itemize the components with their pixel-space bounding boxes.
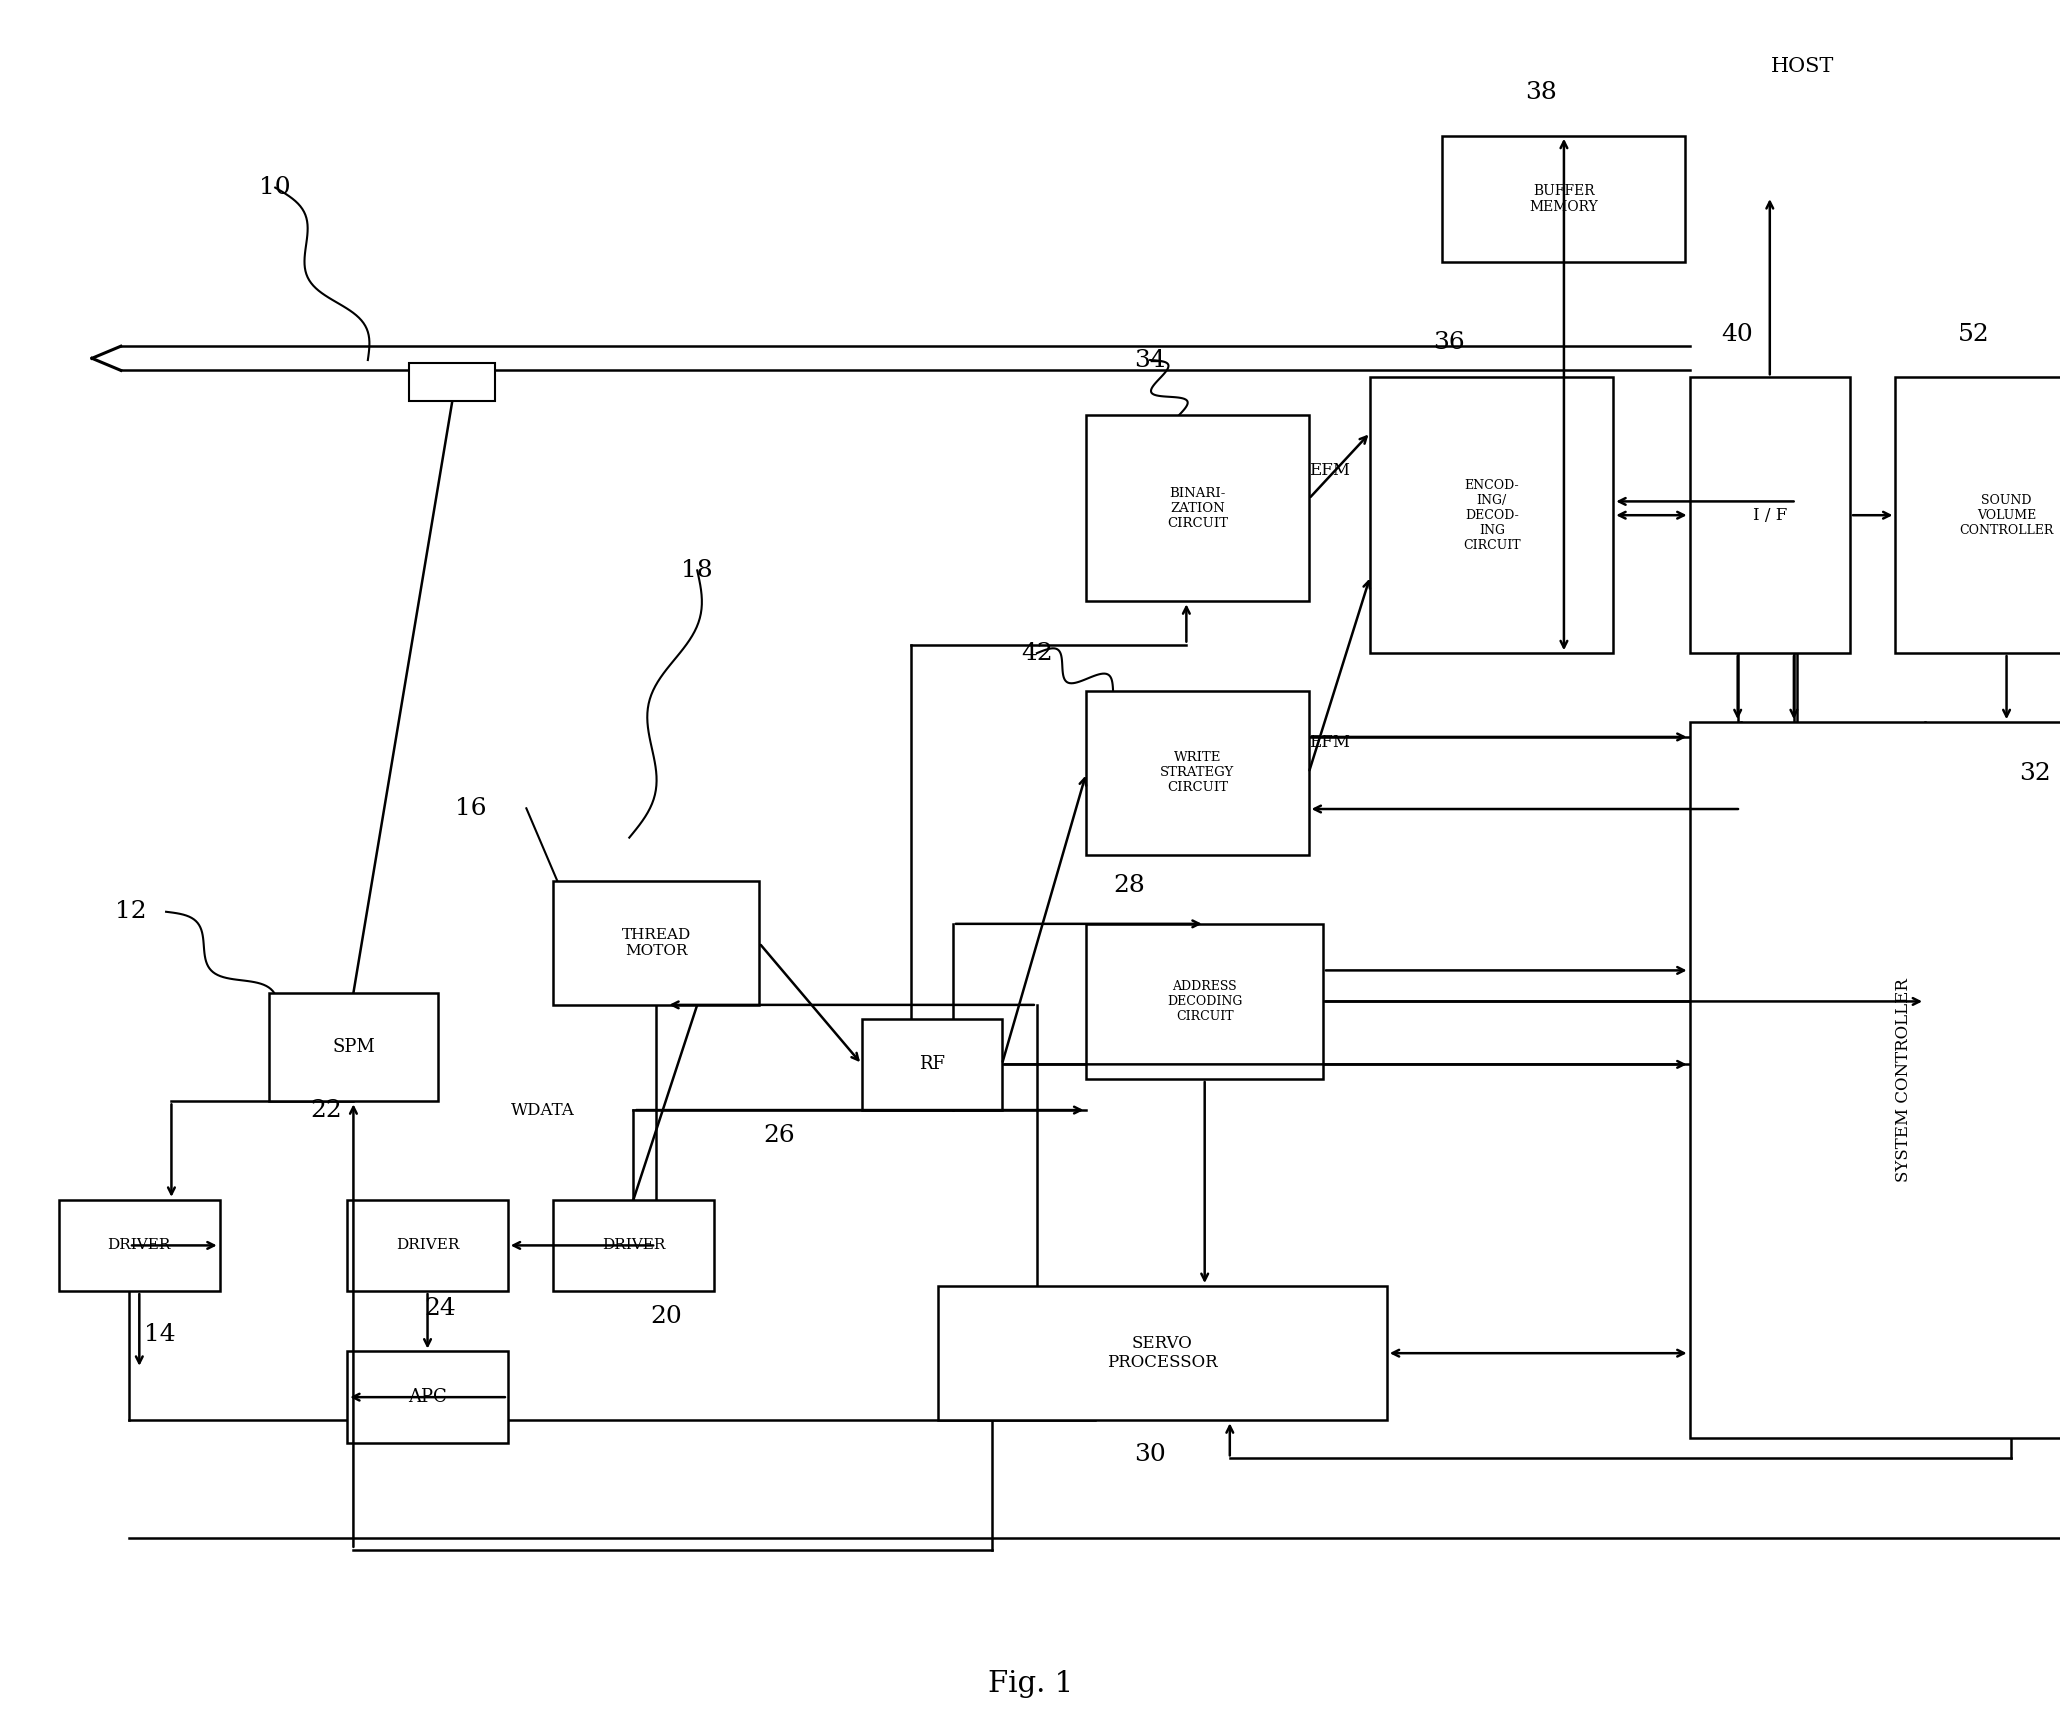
Text: 12: 12 — [116, 900, 147, 924]
Bar — [554, 881, 759, 1005]
Text: 36: 36 — [1432, 332, 1466, 354]
Text: 24: 24 — [424, 1297, 455, 1319]
Text: SOUND
VOLUME
CONTROLLER: SOUND VOLUME CONTROLLER — [1960, 494, 2055, 537]
Text: BINARI-
ZATION
CIRCUIT: BINARI- ZATION CIRCUIT — [1168, 487, 1228, 530]
Bar — [1689, 376, 1850, 653]
Text: 52: 52 — [1957, 323, 1988, 345]
Text: SYSTEM CONTROLLER: SYSTEM CONTROLLER — [1895, 977, 1912, 1181]
Text: 16: 16 — [455, 796, 486, 820]
Bar — [1689, 722, 2067, 1437]
Text: 34: 34 — [1135, 349, 1166, 371]
Text: DRIVER: DRIVER — [107, 1238, 172, 1252]
Bar — [1087, 691, 1308, 855]
Bar — [1370, 376, 1614, 653]
Bar — [1087, 924, 1323, 1079]
Text: 22: 22 — [310, 1098, 343, 1121]
Text: APC: APC — [407, 1389, 446, 1406]
Text: 28: 28 — [1114, 874, 1145, 898]
Text: SERVO
PROCESSOR: SERVO PROCESSOR — [1108, 1335, 1217, 1371]
Text: 38: 38 — [1525, 81, 1556, 104]
Bar — [409, 363, 496, 401]
Text: ENCOD-
ING/
DECOD-
ING
CIRCUIT: ENCOD- ING/ DECOD- ING CIRCUIT — [1463, 478, 1521, 551]
Bar — [347, 1352, 508, 1442]
Text: THREAD
MOTOR: THREAD MOTOR — [622, 927, 690, 958]
Bar — [1895, 376, 2067, 653]
Text: 42: 42 — [1021, 642, 1052, 665]
Bar — [1087, 414, 1308, 601]
Text: WRITE
STRATEGY
CIRCUIT: WRITE STRATEGY CIRCUIT — [1160, 751, 1234, 794]
Text: EFM: EFM — [1308, 734, 1350, 751]
Bar — [862, 1019, 1002, 1110]
Text: 18: 18 — [682, 560, 713, 582]
Text: Fig. 1: Fig. 1 — [988, 1670, 1073, 1698]
Text: EFM: EFM — [1308, 461, 1350, 478]
Text: SPM: SPM — [333, 1038, 374, 1057]
Text: DRIVER: DRIVER — [601, 1238, 666, 1252]
Text: 32: 32 — [2019, 762, 2050, 786]
Text: 30: 30 — [1135, 1444, 1166, 1466]
Text: RF: RF — [920, 1055, 945, 1074]
Bar — [60, 1200, 219, 1292]
Bar — [269, 993, 438, 1102]
Text: I / F: I / F — [1753, 506, 1788, 523]
Bar — [554, 1200, 713, 1292]
Text: ADDRESS
DECODING
CIRCUIT: ADDRESS DECODING CIRCUIT — [1168, 979, 1242, 1022]
Text: WDATA: WDATA — [511, 1102, 575, 1119]
Text: 20: 20 — [651, 1306, 682, 1328]
Text: 10: 10 — [258, 176, 291, 199]
Text: 14: 14 — [145, 1323, 176, 1345]
Bar — [938, 1287, 1387, 1420]
Text: 40: 40 — [1722, 323, 1753, 345]
Bar — [1443, 136, 1685, 263]
Bar — [347, 1200, 508, 1292]
Text: DRIVER: DRIVER — [397, 1238, 459, 1252]
Text: HOST: HOST — [1771, 57, 1833, 76]
Text: BUFFER
MEMORY: BUFFER MEMORY — [1530, 183, 1598, 214]
Text: 26: 26 — [763, 1124, 796, 1147]
